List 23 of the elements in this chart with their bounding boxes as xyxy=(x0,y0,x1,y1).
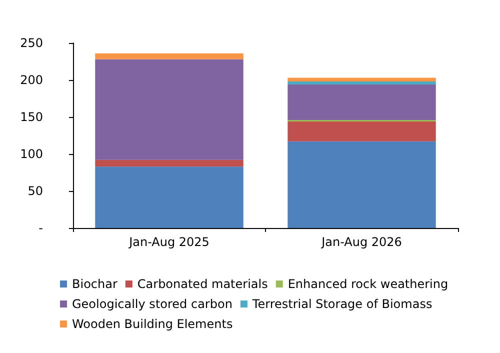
x-tick-label: Jan-Aug 2026 xyxy=(320,235,402,249)
y-tick-label: - xyxy=(38,221,43,235)
bar xyxy=(95,160,244,167)
bar xyxy=(288,81,436,84)
y-tick-label: 200 xyxy=(20,73,43,87)
legend-label: Enhanced rock weathering xyxy=(288,277,448,291)
legend-label: Carbonated materials xyxy=(137,277,268,291)
legend-label: Geologically stored carbon xyxy=(72,297,232,311)
legend-label: Terrestrial Storage of Biomass xyxy=(251,297,432,311)
bar xyxy=(288,78,436,82)
bar xyxy=(288,141,436,228)
bar xyxy=(95,59,244,160)
x-tick-label: Jan-Aug 2025 xyxy=(128,235,210,249)
y-tick-label: 50 xyxy=(28,184,43,198)
bar xyxy=(95,53,244,60)
bar xyxy=(288,84,436,120)
y-tick-label: 150 xyxy=(20,110,43,124)
y-tick-label: 250 xyxy=(20,36,43,50)
legend-label: Biochar xyxy=(72,277,118,291)
bar xyxy=(288,121,436,142)
legend-label: Wooden Building Elements xyxy=(72,317,233,331)
bar xyxy=(95,166,244,228)
y-tick-label: 100 xyxy=(20,147,43,161)
